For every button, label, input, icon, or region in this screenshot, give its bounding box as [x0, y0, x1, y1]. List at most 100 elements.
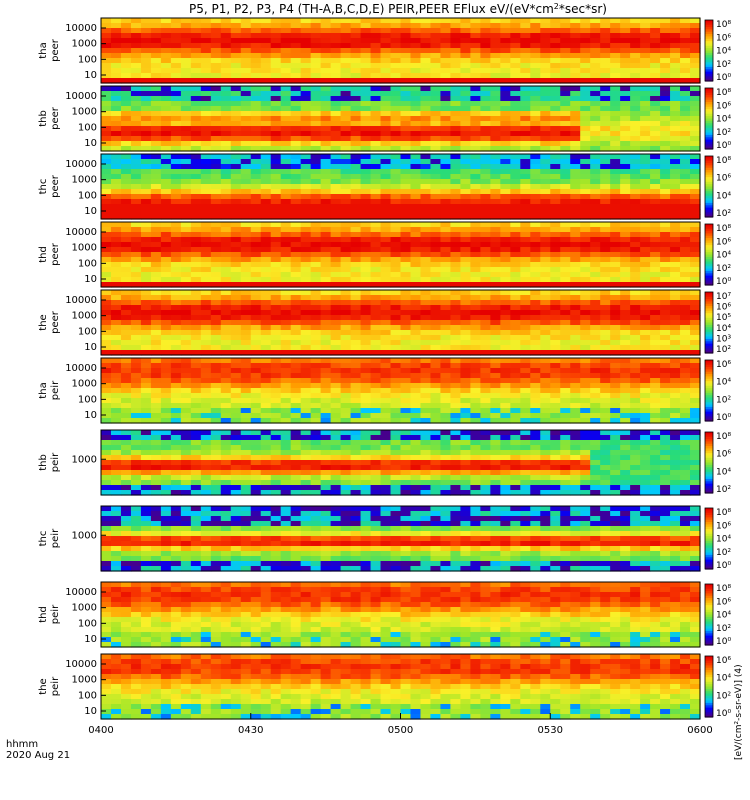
spectrogram-cell [670, 252, 681, 258]
spectrogram-cell [370, 116, 382, 122]
spectrogram-cell [370, 300, 382, 306]
spectrogram-cell [220, 418, 232, 424]
spectrogram-cell [420, 398, 432, 404]
spectrogram-cell [410, 154, 422, 160]
spectrogram-cell [190, 53, 202, 59]
spectrogram-cell [300, 325, 312, 331]
spectrogram-cell [610, 345, 621, 351]
spectrogram-cell [540, 184, 551, 190]
spectrogram-cell [400, 194, 412, 200]
spectrogram-cell [300, 111, 312, 117]
spectrogram-cell [580, 101, 591, 107]
spectrogram-cell [320, 184, 332, 190]
spectrogram-cell [280, 209, 292, 215]
spectrogram-cell [320, 136, 332, 142]
spectrogram-cell [320, 340, 332, 346]
spectrogram-cell [450, 63, 461, 69]
spectrogram-cell [370, 146, 382, 152]
spectrogram-cell [580, 96, 591, 102]
spectrogram-cell [640, 320, 651, 326]
spectrogram-cell [240, 358, 252, 364]
spectrogram-cell [350, 363, 362, 369]
spectrogram-cell [230, 214, 242, 220]
spectrogram-cell [270, 48, 282, 54]
colorbar-step [705, 141, 713, 145]
spectrogram-cell [680, 38, 691, 44]
spectrogram-cell [450, 96, 461, 102]
spectrogram-cell [410, 277, 422, 283]
spectrogram-cell [630, 159, 641, 165]
spectrogram-cell [330, 194, 342, 200]
spectrogram-cell [360, 413, 372, 419]
spectrogram-cell [250, 290, 262, 296]
spectrogram-cell [340, 96, 352, 102]
spectrogram-cell [160, 214, 172, 220]
spectrogram-cell [310, 388, 322, 394]
spectrogram-cell [320, 43, 332, 49]
spectrogram-cell [560, 295, 571, 301]
spectrogram-cell [580, 252, 591, 258]
spectrogram-cell [170, 388, 182, 394]
spectrogram-cell [140, 28, 152, 34]
spectrogram-cell [590, 204, 601, 210]
spectrogram-cell [630, 340, 641, 346]
spectrogram-cell [680, 252, 691, 258]
spectrogram-cell [610, 126, 621, 132]
spectrogram-cell [570, 330, 581, 336]
spectrogram-cell [310, 257, 322, 263]
spectrogram-cell [650, 164, 661, 170]
spectrogram-cell [140, 257, 152, 263]
colorbar-step [705, 238, 713, 242]
spectrogram-cell [130, 96, 142, 102]
spectrogram-cell [580, 68, 591, 74]
colorbar-step [705, 29, 713, 33]
spectrogram-cell [520, 315, 531, 321]
spectrogram-cell [120, 413, 132, 419]
spectrogram-cell [330, 159, 342, 165]
spectrogram-cell [120, 345, 132, 351]
spectrogram-cell [490, 33, 501, 39]
spectrogram-cell [620, 403, 631, 409]
spectrogram-cell [210, 131, 222, 137]
spectrogram-cell [610, 325, 621, 331]
spectrogram-cell [350, 136, 362, 142]
spectrogram-cell [330, 86, 342, 92]
spectrogram-cell [470, 111, 481, 117]
spectrogram-cell [660, 209, 671, 215]
spectrogram-cell [290, 86, 302, 92]
spectrogram-cell [440, 91, 452, 97]
spectrogram-cell [430, 300, 442, 306]
spectrogram-cell [410, 282, 422, 288]
spectrogram-cell [460, 408, 471, 414]
spectrogram-cell [630, 154, 641, 160]
spectrogram-cell [540, 209, 551, 215]
spectrogram-cell [620, 159, 631, 165]
spectrogram-cell [260, 169, 272, 175]
spectrogram-cell [550, 330, 561, 336]
spectrogram-cell [420, 174, 432, 180]
spectrogram-cell [170, 368, 182, 374]
spectrogram-cell [480, 242, 491, 248]
spectrogram-cell [150, 363, 162, 369]
spectrogram-cell [370, 18, 382, 24]
spectrogram-cell [630, 403, 641, 409]
spectrogram-cell [480, 141, 491, 147]
spectrogram-cell [330, 315, 342, 321]
spectrogram-cell [580, 418, 591, 424]
spectrogram-cell [500, 393, 511, 399]
spectrogram-cell [360, 430, 372, 436]
colorbar-tick-label: 10⁵ [716, 313, 731, 323]
spectrogram-cell [130, 325, 142, 331]
spectrogram-cell [340, 164, 352, 170]
spectrogram-cell [580, 383, 591, 389]
spectrogram-cell [670, 373, 681, 379]
spectrogram-cell [330, 164, 342, 170]
spectrogram-cell [320, 305, 332, 311]
spectrogram-cell [640, 194, 651, 200]
spectrogram-cell [101, 106, 112, 112]
spectrogram-cell [520, 78, 531, 84]
spectrogram-cell [550, 63, 561, 69]
spectrogram-cell [660, 363, 671, 369]
spectrogram-cell [580, 388, 591, 394]
